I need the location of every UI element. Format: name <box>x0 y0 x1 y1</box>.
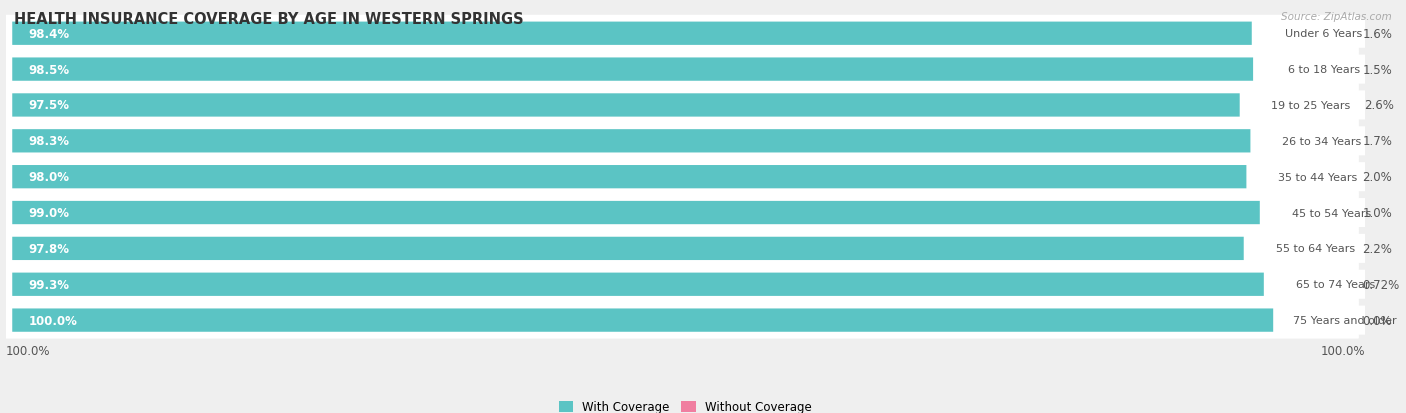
Text: 1.0%: 1.0% <box>1362 206 1392 219</box>
FancyBboxPatch shape <box>1251 20 1395 49</box>
FancyBboxPatch shape <box>1264 270 1406 299</box>
FancyBboxPatch shape <box>6 230 1358 267</box>
FancyBboxPatch shape <box>1274 306 1406 335</box>
FancyBboxPatch shape <box>1329 130 1351 153</box>
Text: 0.0%: 0.0% <box>1362 314 1392 327</box>
Text: 1.7%: 1.7% <box>1362 135 1392 148</box>
FancyBboxPatch shape <box>1240 91 1382 120</box>
Text: 99.3%: 99.3% <box>28 278 69 291</box>
Text: 100.0%: 100.0% <box>1320 344 1365 357</box>
FancyBboxPatch shape <box>1324 166 1351 189</box>
FancyBboxPatch shape <box>6 195 1358 231</box>
FancyBboxPatch shape <box>13 58 1331 81</box>
Text: 2.2%: 2.2% <box>1362 242 1392 255</box>
Text: 35 to 44 Years: 35 to 44 Years <box>1278 172 1357 182</box>
FancyBboxPatch shape <box>1319 94 1353 117</box>
Text: 55 to 64 Years: 55 to 64 Years <box>1275 244 1354 254</box>
FancyBboxPatch shape <box>6 302 1358 339</box>
FancyBboxPatch shape <box>13 309 1351 332</box>
Text: 2.0%: 2.0% <box>1362 171 1392 184</box>
FancyBboxPatch shape <box>13 23 1330 46</box>
FancyBboxPatch shape <box>6 266 1358 303</box>
FancyBboxPatch shape <box>6 123 1358 160</box>
Text: 99.0%: 99.0% <box>28 206 69 219</box>
Text: 75 Years and older: 75 Years and older <box>1292 316 1396 325</box>
Text: 97.8%: 97.8% <box>28 242 69 255</box>
FancyBboxPatch shape <box>1339 202 1351 225</box>
FancyBboxPatch shape <box>1260 199 1403 228</box>
FancyBboxPatch shape <box>13 202 1339 225</box>
FancyBboxPatch shape <box>13 130 1329 153</box>
Text: 98.5%: 98.5% <box>28 64 69 76</box>
Text: 98.4%: 98.4% <box>28 28 69 40</box>
FancyBboxPatch shape <box>1343 273 1353 296</box>
Text: 1.5%: 1.5% <box>1362 64 1392 76</box>
FancyBboxPatch shape <box>13 237 1322 261</box>
FancyBboxPatch shape <box>13 94 1319 117</box>
Text: 0.72%: 0.72% <box>1362 278 1400 291</box>
FancyBboxPatch shape <box>6 159 1358 196</box>
FancyBboxPatch shape <box>1250 127 1393 156</box>
Text: 19 to 25 Years: 19 to 25 Years <box>1271 101 1351 111</box>
FancyBboxPatch shape <box>1253 55 1396 84</box>
Text: 100.0%: 100.0% <box>6 344 51 357</box>
Text: 100.0%: 100.0% <box>28 314 77 327</box>
Text: 1.6%: 1.6% <box>1362 28 1392 40</box>
FancyBboxPatch shape <box>1331 58 1351 81</box>
FancyBboxPatch shape <box>6 52 1358 88</box>
FancyBboxPatch shape <box>1322 237 1351 261</box>
FancyBboxPatch shape <box>13 273 1343 296</box>
Text: 2.6%: 2.6% <box>1364 99 1393 112</box>
Text: 97.5%: 97.5% <box>28 99 69 112</box>
FancyBboxPatch shape <box>6 16 1358 52</box>
FancyBboxPatch shape <box>1330 23 1351 46</box>
Text: 26 to 34 Years: 26 to 34 Years <box>1282 136 1361 147</box>
Text: Under 6 Years: Under 6 Years <box>1285 29 1362 39</box>
Text: 98.0%: 98.0% <box>28 171 69 184</box>
Legend: With Coverage, Without Coverage: With Coverage, Without Coverage <box>558 400 811 413</box>
FancyBboxPatch shape <box>1246 163 1389 192</box>
FancyBboxPatch shape <box>6 87 1358 124</box>
Text: Source: ZipAtlas.com: Source: ZipAtlas.com <box>1281 12 1392 22</box>
FancyBboxPatch shape <box>13 166 1324 189</box>
Text: 6 to 18 Years: 6 to 18 Years <box>1288 65 1361 75</box>
Text: HEALTH INSURANCE COVERAGE BY AGE IN WESTERN SPRINGS: HEALTH INSURANCE COVERAGE BY AGE IN WEST… <box>14 12 523 27</box>
FancyBboxPatch shape <box>1244 234 1386 263</box>
Text: 45 to 54 Years: 45 to 54 Years <box>1292 208 1371 218</box>
Text: 98.3%: 98.3% <box>28 135 69 148</box>
Text: 65 to 74 Years: 65 to 74 Years <box>1295 280 1375 290</box>
